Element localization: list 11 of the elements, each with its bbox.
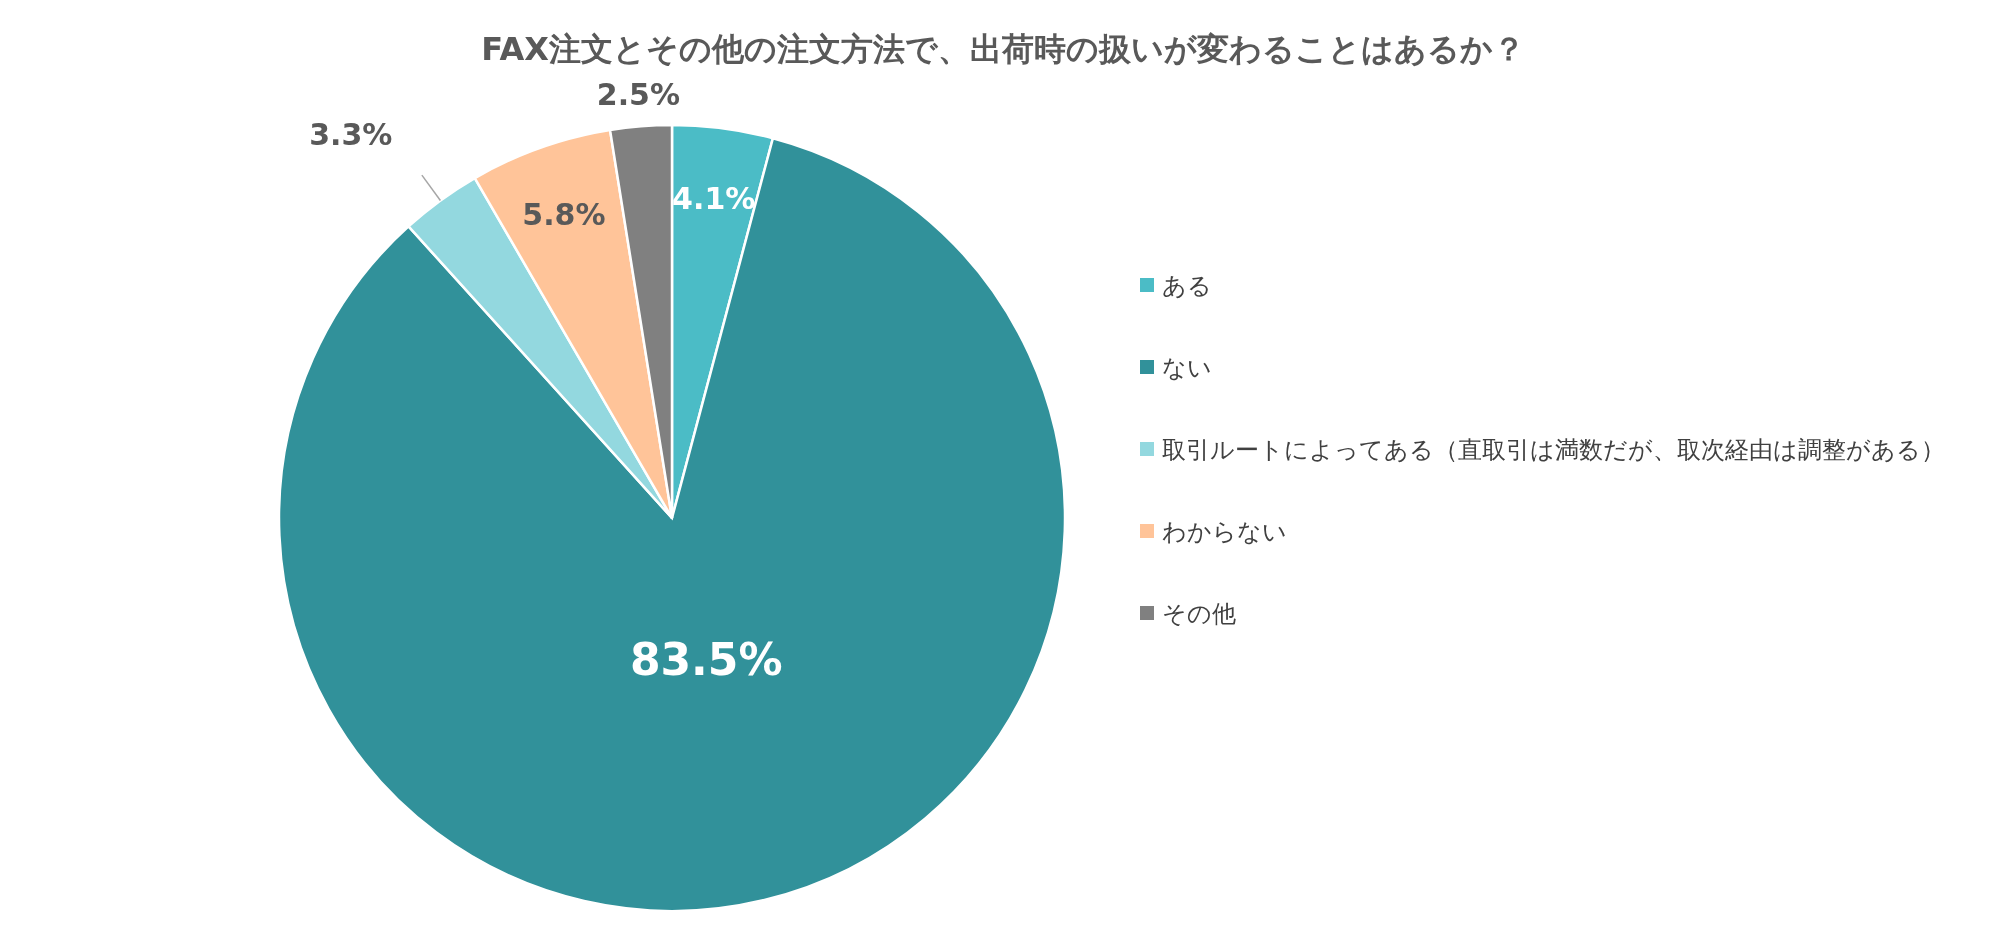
data-label: 2.5% — [596, 77, 681, 113]
data-label: 3.3% — [309, 117, 393, 153]
data-label: 4.1% — [672, 180, 756, 216]
chart-title: FAX注文とその他の注文方法で、出荷時の扱いが変わることはあるか？ — [481, 30, 1525, 68]
data-label: 83.5% — [629, 633, 783, 685]
legend-label: わからない — [1162, 518, 1287, 546]
legend-label: ある — [1162, 272, 1212, 300]
data-label: 5.8% — [522, 196, 606, 232]
legend-label: その他 — [1162, 600, 1236, 628]
legend-label: ない — [1162, 354, 1212, 382]
legend-label: 取引ルートによってある（直取引は満数だが、取次経由は調整がある） — [1162, 436, 1945, 464]
